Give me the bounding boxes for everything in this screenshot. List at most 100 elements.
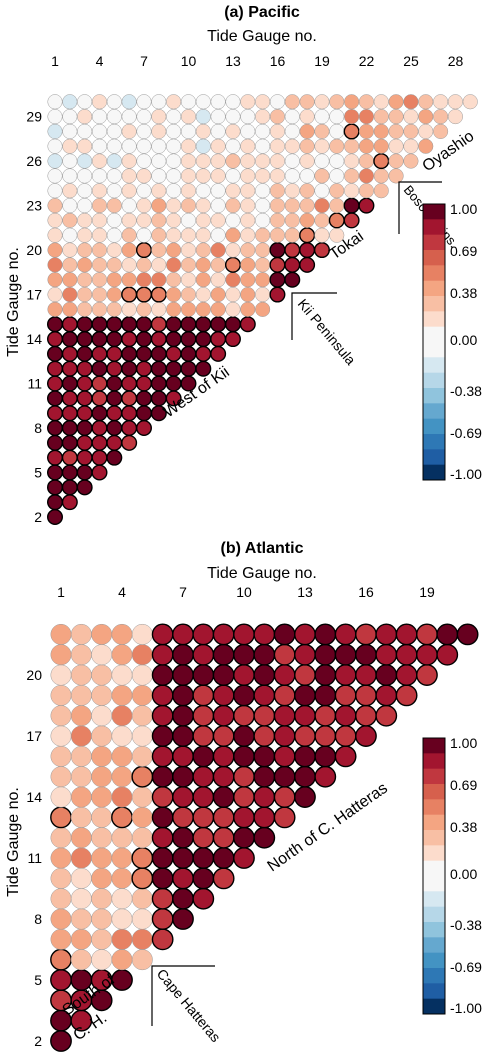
correlation-cell xyxy=(151,272,167,288)
correlation-cell xyxy=(373,153,390,170)
correlation-cell xyxy=(151,301,167,317)
pacific-y-tick: 2 xyxy=(34,509,42,525)
correlation-cell xyxy=(121,286,138,303)
correlation-cell xyxy=(314,168,330,184)
correlation-cell xyxy=(192,643,215,666)
pacific-x-tick: 16 xyxy=(270,53,286,69)
correlation-cell xyxy=(50,948,72,971)
correlation-cell xyxy=(172,643,194,666)
colorbar-segment xyxy=(423,388,445,404)
atlantic-y-tick: 11 xyxy=(27,850,42,866)
pacific-x-tick: 1 xyxy=(51,53,59,69)
correlation-cell xyxy=(91,198,108,214)
correlation-cell xyxy=(76,331,93,348)
correlation-cell xyxy=(195,316,212,333)
correlation-cell xyxy=(195,257,211,273)
correlation-cell xyxy=(314,664,337,686)
correlation-cell xyxy=(314,109,330,125)
correlation-cell xyxy=(50,847,72,869)
correlation-cell xyxy=(70,725,92,747)
correlation-cell xyxy=(284,138,300,154)
correlation-cell xyxy=(212,725,235,747)
correlation-cell xyxy=(294,623,316,646)
correlation-cell xyxy=(50,928,72,950)
correlation-cell xyxy=(273,745,296,768)
correlation-cell xyxy=(70,623,92,645)
colorbar-tick: 0.69 xyxy=(450,243,477,259)
correlation-cell xyxy=(166,212,182,228)
correlation-cell xyxy=(334,725,357,747)
correlation-cell xyxy=(403,123,419,139)
correlation-cell xyxy=(166,138,182,154)
correlation-cell xyxy=(233,643,255,666)
pacific-colorbar xyxy=(422,203,446,481)
pacific-y-tick: 5 xyxy=(34,465,42,481)
colorbar-segment xyxy=(423,357,445,374)
correlation-cell xyxy=(150,286,167,303)
correlation-cell xyxy=(314,227,330,243)
colorbar-segment xyxy=(423,403,445,420)
correlation-cell xyxy=(403,138,419,154)
correlation-cell xyxy=(165,316,182,333)
pacific-x-tick: 4 xyxy=(96,53,104,69)
atlantic-y-tick: 2 xyxy=(34,1033,42,1049)
correlation-cell xyxy=(111,623,133,645)
correlation-cell xyxy=(91,623,113,645)
correlation-cell xyxy=(314,138,330,154)
correlation-cell xyxy=(253,745,276,768)
correlation-cell xyxy=(329,198,345,214)
correlation-cell xyxy=(240,168,256,184)
correlation-cell xyxy=(50,786,72,808)
correlation-cell xyxy=(416,623,438,646)
correlation-cell xyxy=(106,405,123,422)
correlation-cell xyxy=(233,704,255,727)
correlation-cell xyxy=(106,212,122,228)
correlation-cell xyxy=(62,138,78,154)
correlation-cell xyxy=(151,623,174,646)
correlation-cell xyxy=(180,360,197,377)
correlation-cell xyxy=(111,928,133,950)
correlation-cell xyxy=(343,123,360,140)
correlation-cell xyxy=(150,331,167,348)
pacific-x-label: Tide Gauge no. xyxy=(207,28,317,45)
correlation-cell xyxy=(329,138,345,154)
correlation-cell xyxy=(106,109,122,125)
correlation-cell xyxy=(150,375,167,392)
correlation-cell xyxy=(70,867,92,889)
pacific-x-tick: 13 xyxy=(225,53,241,69)
correlation-cell xyxy=(166,301,182,317)
correlation-cell xyxy=(375,684,398,707)
correlation-cell xyxy=(269,109,286,125)
correlation-cell xyxy=(299,123,315,139)
correlation-cell xyxy=(151,242,167,258)
correlation-cell xyxy=(76,316,93,333)
correlation-cell xyxy=(195,331,212,348)
correlation-cell xyxy=(212,684,235,707)
correlation-cell xyxy=(210,301,226,317)
correlation-cell xyxy=(91,847,113,869)
atlantic-y-tick: 8 xyxy=(34,911,42,927)
correlation-cell xyxy=(111,725,133,747)
correlation-cell xyxy=(76,479,93,496)
correlation-cell xyxy=(136,109,152,125)
correlation-cell xyxy=(314,153,330,169)
correlation-cell xyxy=(151,826,174,849)
correlation-cell xyxy=(61,390,78,407)
correlation-cell xyxy=(165,375,182,392)
correlation-cell xyxy=(121,301,137,317)
correlation-cell xyxy=(151,908,174,930)
correlation-cell xyxy=(151,847,174,869)
atlantic-colorbar-ticks: 1.00 0.69 0.38 0.00 -0.38 -0.69 -1.00 xyxy=(450,735,482,1016)
correlation-cell xyxy=(344,109,360,125)
correlation-cell xyxy=(225,153,241,169)
correlation-cell xyxy=(195,109,211,125)
correlation-cell xyxy=(166,198,182,214)
correlation-cell xyxy=(131,806,153,828)
correlation-cell xyxy=(334,704,357,727)
correlation-cell xyxy=(388,138,404,154)
correlation-cell xyxy=(395,684,418,707)
correlation-cell xyxy=(151,867,174,890)
correlation-cell xyxy=(212,704,235,727)
correlation-cell xyxy=(299,138,315,154)
correlation-cell xyxy=(195,212,211,228)
